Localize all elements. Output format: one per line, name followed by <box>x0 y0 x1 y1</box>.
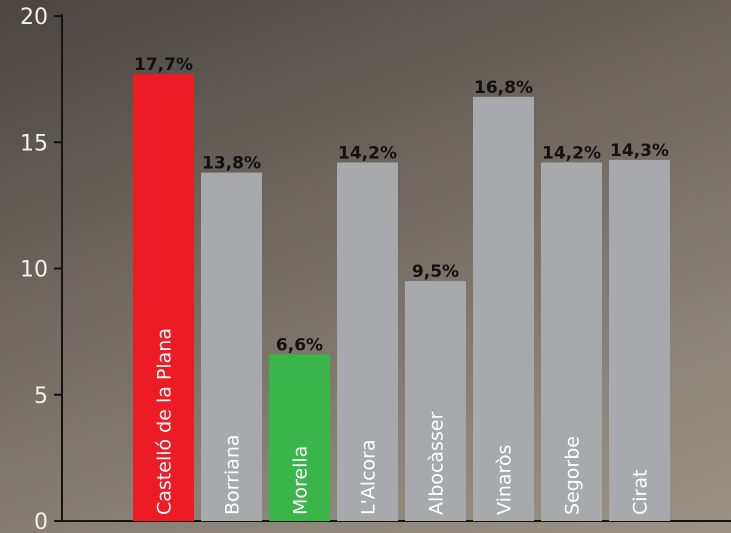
category-label: Vinaròs <box>494 445 516 515</box>
bar-value-label: 17,7% <box>134 55 193 75</box>
bar-value-label: 6,6% <box>276 335 323 355</box>
bar <box>541 162 602 521</box>
category-label: Segorbe <box>562 436 584 515</box>
category-label: Albocàsser <box>426 411 448 515</box>
bar <box>337 162 398 521</box>
bar <box>473 96 534 522</box>
category-label: Cirat <box>630 470 652 515</box>
y-tick-label: 10 <box>20 258 48 283</box>
bar-value-label: 13,8% <box>202 154 261 174</box>
bars: 17,7% Castelló de la Plana 13,8% Borriana 6,… <box>133 55 670 522</box>
category-label: Castelló de la Plana <box>154 328 176 515</box>
bar <box>133 74 194 521</box>
bar-value-label: 16,8% <box>474 78 533 98</box>
bar-value-label: 14,2% <box>338 143 397 163</box>
category-label: Borriana <box>222 434 244 515</box>
y-tick-label: 20 <box>20 5 48 30</box>
y-tick-label: 15 <box>20 131 48 156</box>
y-tick-label: 0 <box>34 510 48 533</box>
y-tick-label: 5 <box>34 384 48 409</box>
category-label: L'Alcora <box>358 439 380 515</box>
bar <box>269 354 330 521</box>
bar <box>609 159 670 522</box>
bar-value-label: 14,3% <box>610 141 669 161</box>
bar-value-label: 9,5% <box>412 262 459 282</box>
bar-value-label: 14,2% <box>542 143 601 163</box>
y-axis-ticks: 0 5 10 15 20 <box>20 5 62 533</box>
bar <box>201 172 262 522</box>
category-label: Morella <box>290 446 312 515</box>
bar <box>405 281 466 521</box>
